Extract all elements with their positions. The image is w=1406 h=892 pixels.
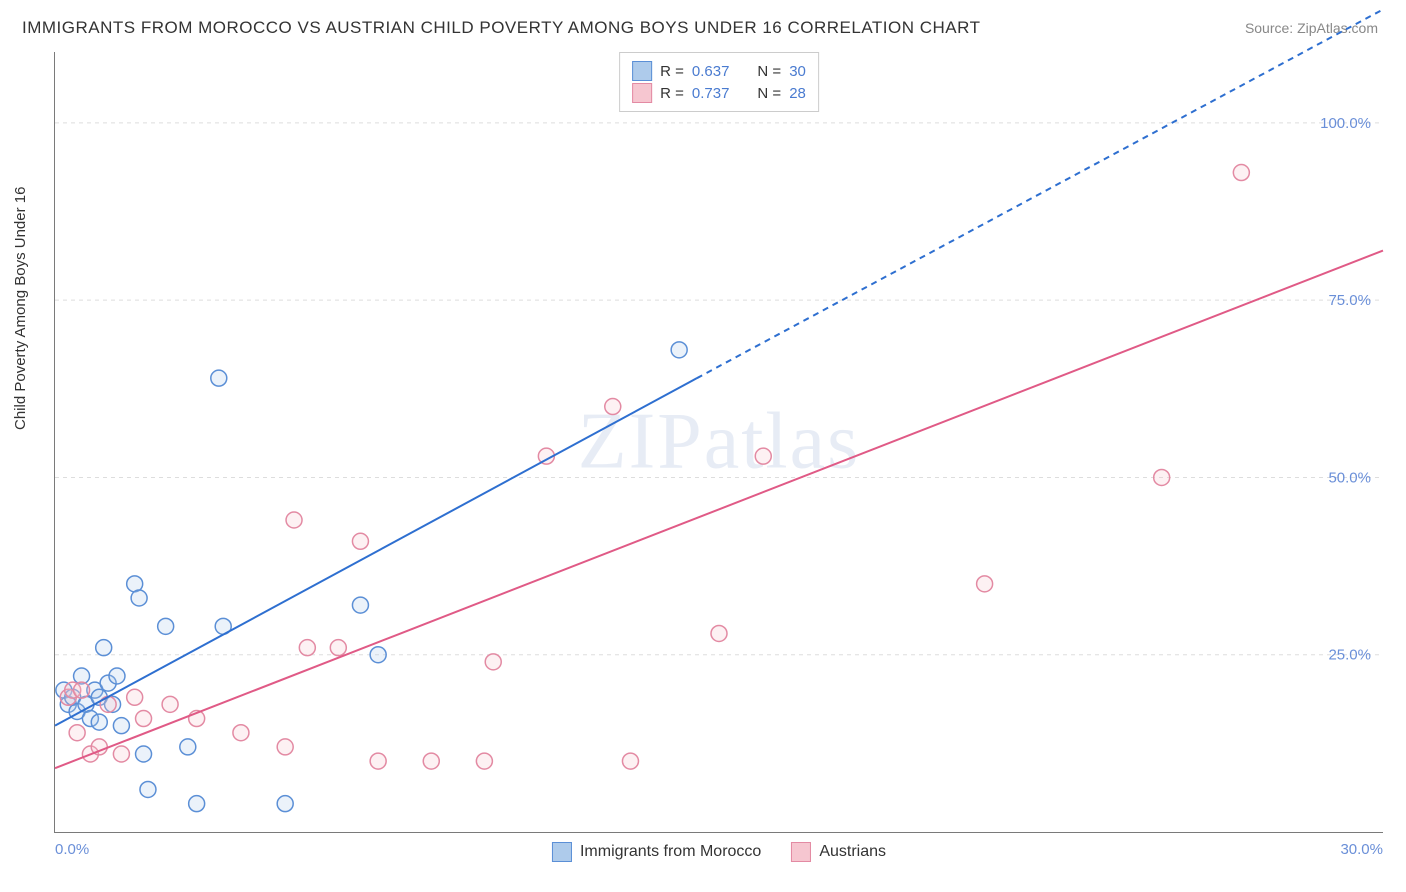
legend-swatch-icon [632, 83, 652, 103]
legend-n-value: 30 [789, 63, 806, 80]
legend-r-value: 0.737 [692, 85, 730, 102]
legend-series: Immigrants from Morocco Austrians [552, 842, 886, 862]
legend-item: Austrians [791, 842, 886, 862]
legend-swatch-icon [791, 842, 811, 862]
legend-label: Immigrants from Morocco [580, 843, 761, 861]
y-axis-label: Child Poverty Among Boys Under 16 [12, 187, 29, 430]
legend-correlation: R = 0.637 N = 30 R = 0.737 N = 28 [619, 52, 819, 112]
x-tick-min: 0.0% [55, 841, 89, 858]
chart-svg: 25.0% 50.0% 75.0% 100.0% [55, 52, 1383, 832]
svg-text:25.0%: 25.0% [1328, 647, 1371, 664]
chart-title: IMMIGRANTS FROM MOROCCO VS AUSTRIAN CHIL… [22, 18, 980, 38]
legend-r-label: R = [660, 85, 684, 102]
svg-text:100.0%: 100.0% [1320, 115, 1371, 132]
legend-label: Austrians [819, 843, 886, 861]
legend-n-label: N = [757, 85, 781, 102]
legend-n-value: 28 [789, 85, 806, 102]
plot-area: ZIPatlas R = 0.637 N = 30 R = 0.737 N = … [54, 52, 1383, 833]
svg-text:50.0%: 50.0% [1328, 469, 1371, 486]
svg-text:75.0%: 75.0% [1328, 292, 1371, 309]
legend-swatch-icon [632, 61, 652, 81]
legend-item: Immigrants from Morocco [552, 842, 761, 862]
legend-row: R = 0.737 N = 28 [632, 83, 806, 103]
legend-r-value: 0.637 [692, 63, 730, 80]
legend-swatch-icon [552, 842, 572, 862]
legend-n-label: N = [757, 63, 781, 80]
legend-r-label: R = [660, 63, 684, 80]
legend-row: R = 0.637 N = 30 [632, 61, 806, 81]
x-tick-max: 30.0% [1340, 841, 1383, 858]
